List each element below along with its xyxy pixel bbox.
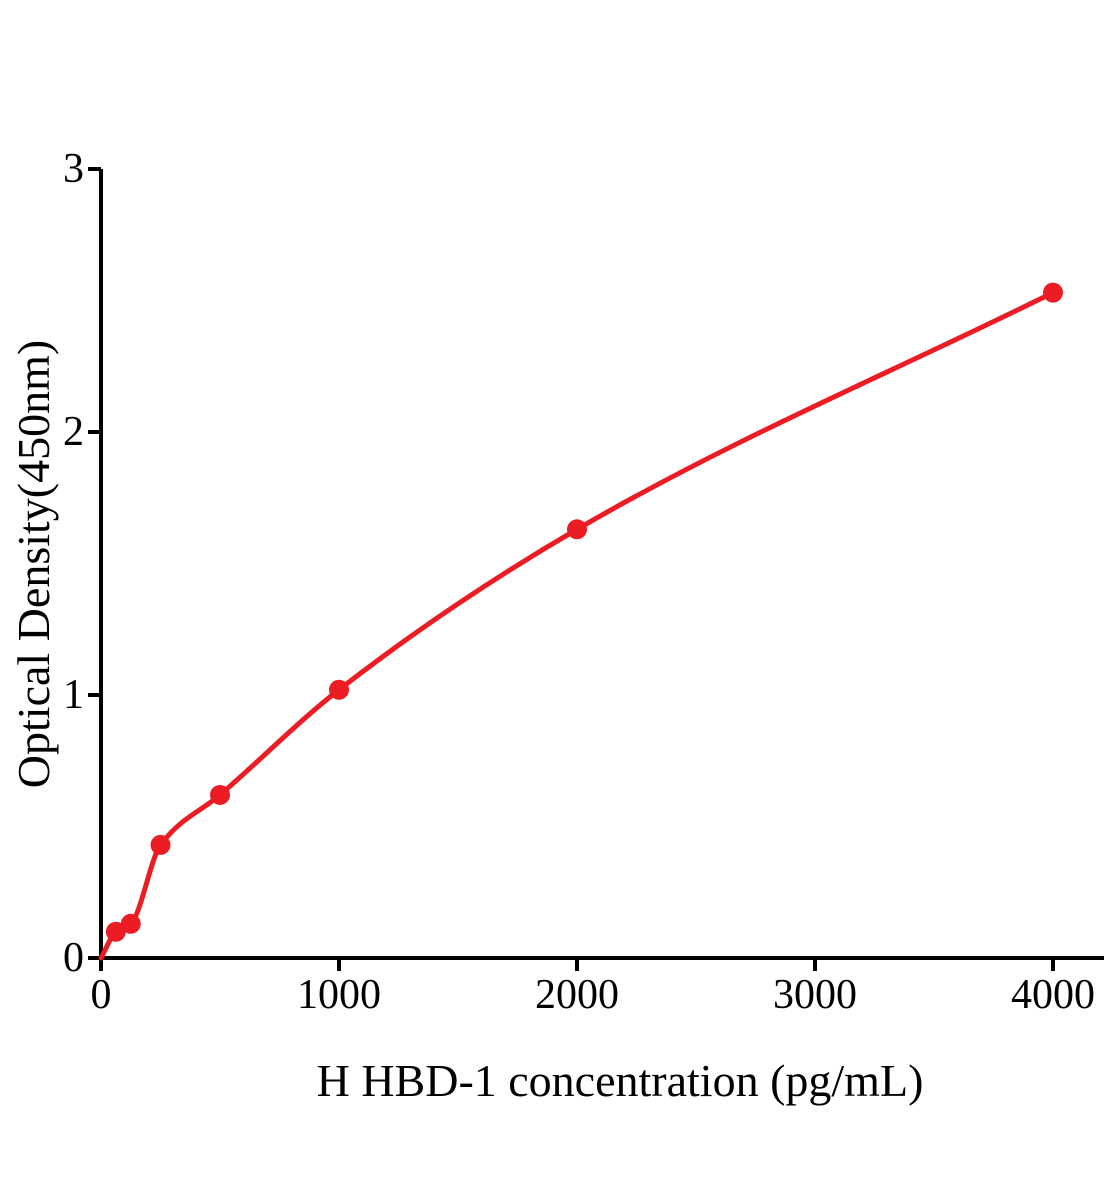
y-tick-label: 3 — [63, 146, 84, 192]
x-axis-title: H HBD-1 concentration (pg/mL) — [316, 1055, 924, 1106]
data-point-marker — [120, 913, 141, 934]
data-point-marker — [150, 834, 171, 855]
standard-curve — [98, 290, 1056, 961]
y-tick-label: 2 — [63, 409, 84, 455]
x-tick-label: 1000 — [297, 972, 381, 1018]
x-tick-label: 2000 — [535, 972, 619, 1018]
data-point-marker — [105, 921, 126, 942]
data-point-marker — [329, 679, 349, 700]
data-point-marker — [567, 519, 587, 540]
x-tick-label: 3000 — [773, 972, 857, 1018]
data-point-marker — [210, 784, 230, 805]
x-tick-label: 0 — [90, 972, 112, 1018]
y-tick-label: 1 — [63, 672, 84, 718]
y-tick-label: 0 — [63, 935, 84, 981]
data-point-marker — [1043, 282, 1063, 303]
x-tick-label: 4000 — [1011, 972, 1095, 1018]
y-axis-title: Optical Density(450nm) — [8, 339, 59, 789]
